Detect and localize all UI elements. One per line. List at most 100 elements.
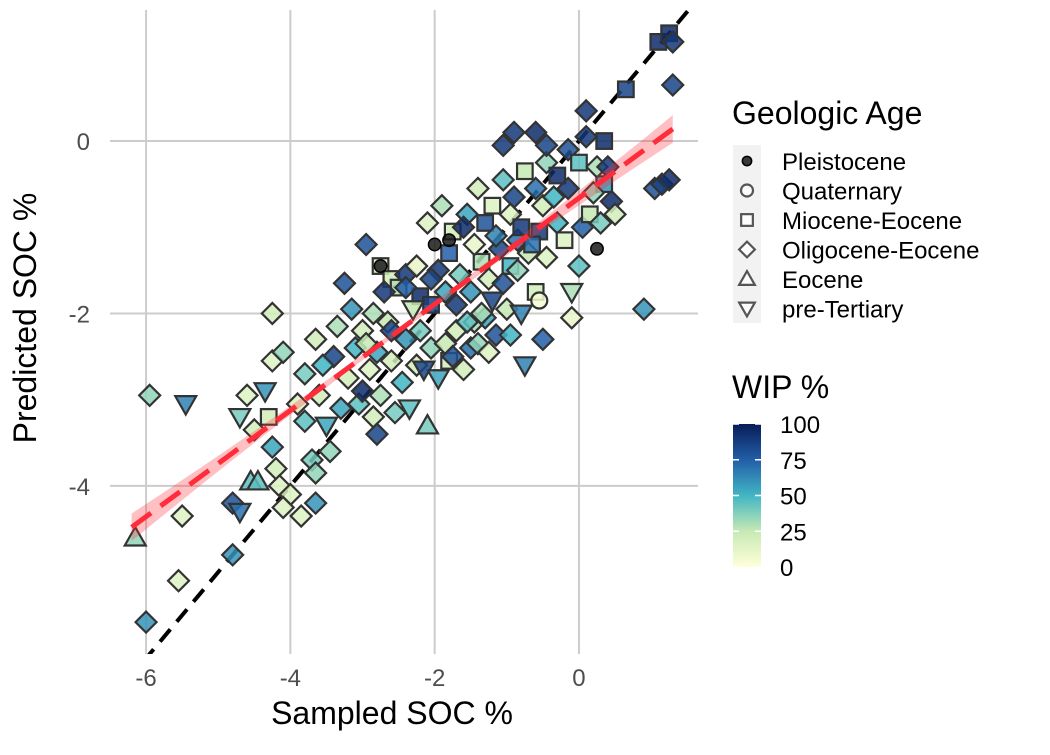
data-point <box>465 176 491 201</box>
data-point <box>350 378 375 404</box>
data-point <box>292 409 317 434</box>
data-point <box>303 460 328 486</box>
data-point <box>368 383 393 408</box>
data-point <box>418 266 444 292</box>
data-point <box>458 279 483 304</box>
shape-legend: Geologic Age Pleistocene QuaternaryMiocen… <box>732 95 979 324</box>
data-point <box>559 305 584 330</box>
data-point <box>440 344 465 369</box>
data-point <box>455 310 480 335</box>
data-point <box>444 292 469 317</box>
color-legend-label: 50 <box>780 484 807 511</box>
shape-legend-label: Miocene-Eocene <box>782 208 962 235</box>
data-point <box>498 322 523 348</box>
shape-legend-title: Geologic Age <box>732 95 922 131</box>
data-point <box>393 327 418 352</box>
data-point <box>588 210 613 235</box>
data-point <box>354 232 379 257</box>
data-point <box>245 468 271 491</box>
data-point <box>357 357 382 382</box>
x-tick-label: -4 <box>280 665 301 692</box>
data-point <box>483 223 509 248</box>
axes: -6 -4 -2 0 0 -2 -4 <box>69 129 586 692</box>
y-axis-title: Predicted SOC % <box>7 193 43 444</box>
data-point <box>408 318 433 343</box>
data-point <box>271 340 296 365</box>
data-point <box>393 275 418 300</box>
identity-line <box>147 10 692 654</box>
data-point <box>339 297 364 322</box>
data-point <box>317 439 343 464</box>
data-point <box>427 237 442 252</box>
data-point <box>170 504 195 529</box>
data-point <box>530 291 549 310</box>
data-point <box>483 196 502 215</box>
data-point <box>523 120 548 145</box>
color-legend: WIP % 100 75 50 25 0 <box>732 369 829 582</box>
data-point <box>404 253 429 279</box>
data-point <box>660 72 685 98</box>
data-point <box>260 435 285 460</box>
regression-line <box>130 126 675 530</box>
data-point <box>397 399 422 422</box>
data-point <box>523 176 548 201</box>
data-point <box>491 133 516 158</box>
data-point <box>602 202 628 227</box>
regression-layer <box>130 115 675 542</box>
data-point <box>451 357 476 382</box>
legend-key-circle <box>739 183 755 198</box>
shape-legend-label: pre-Tertiary <box>782 297 903 324</box>
data-point <box>541 185 566 210</box>
data-point <box>235 383 260 408</box>
legend-key-diamond <box>737 240 757 259</box>
shape-legend-label: Oligocene-Eocene <box>782 238 979 265</box>
data-point <box>556 176 581 201</box>
data-point <box>657 167 682 192</box>
data-point <box>570 153 588 172</box>
data-point <box>555 231 574 250</box>
data-point <box>332 271 357 296</box>
data-point <box>512 218 531 237</box>
data-point <box>303 491 328 516</box>
x-axis-title: Sampled SOC % <box>271 695 513 731</box>
data-point <box>469 301 494 326</box>
color-legend-label: 100 <box>780 412 820 439</box>
data-point <box>259 408 278 426</box>
data-point <box>491 271 516 296</box>
data-point <box>429 193 454 218</box>
data-point <box>508 304 534 327</box>
data-point <box>364 422 390 447</box>
color-legend-title: WIP % <box>732 369 829 405</box>
data-point <box>227 407 253 430</box>
data-point <box>314 416 339 439</box>
legend-key-triangle-down <box>737 301 757 319</box>
color-legend-label: 25 <box>780 519 807 546</box>
data-point <box>292 361 317 386</box>
data-point <box>325 314 350 339</box>
data-point <box>303 327 328 352</box>
data-point <box>534 245 559 270</box>
data-point <box>271 495 296 520</box>
data-point <box>122 524 148 547</box>
x-tick-label: -6 <box>135 665 156 692</box>
legend-key-triangle-up <box>737 268 757 287</box>
data-point <box>442 233 457 248</box>
data-point <box>400 300 426 322</box>
data-point <box>590 241 604 256</box>
data-point <box>660 29 685 54</box>
data-point <box>574 124 599 149</box>
data-point <box>595 132 614 150</box>
data-point <box>252 382 278 404</box>
data-point <box>382 400 408 425</box>
data-point <box>361 301 386 326</box>
data-point <box>260 301 285 326</box>
data-point <box>379 318 404 343</box>
color-legend-label: 75 <box>780 448 807 475</box>
grid <box>110 10 698 654</box>
x-tick-label: -2 <box>424 665 445 692</box>
data-point <box>372 279 397 304</box>
data-point <box>373 259 388 273</box>
data-point <box>566 253 592 279</box>
